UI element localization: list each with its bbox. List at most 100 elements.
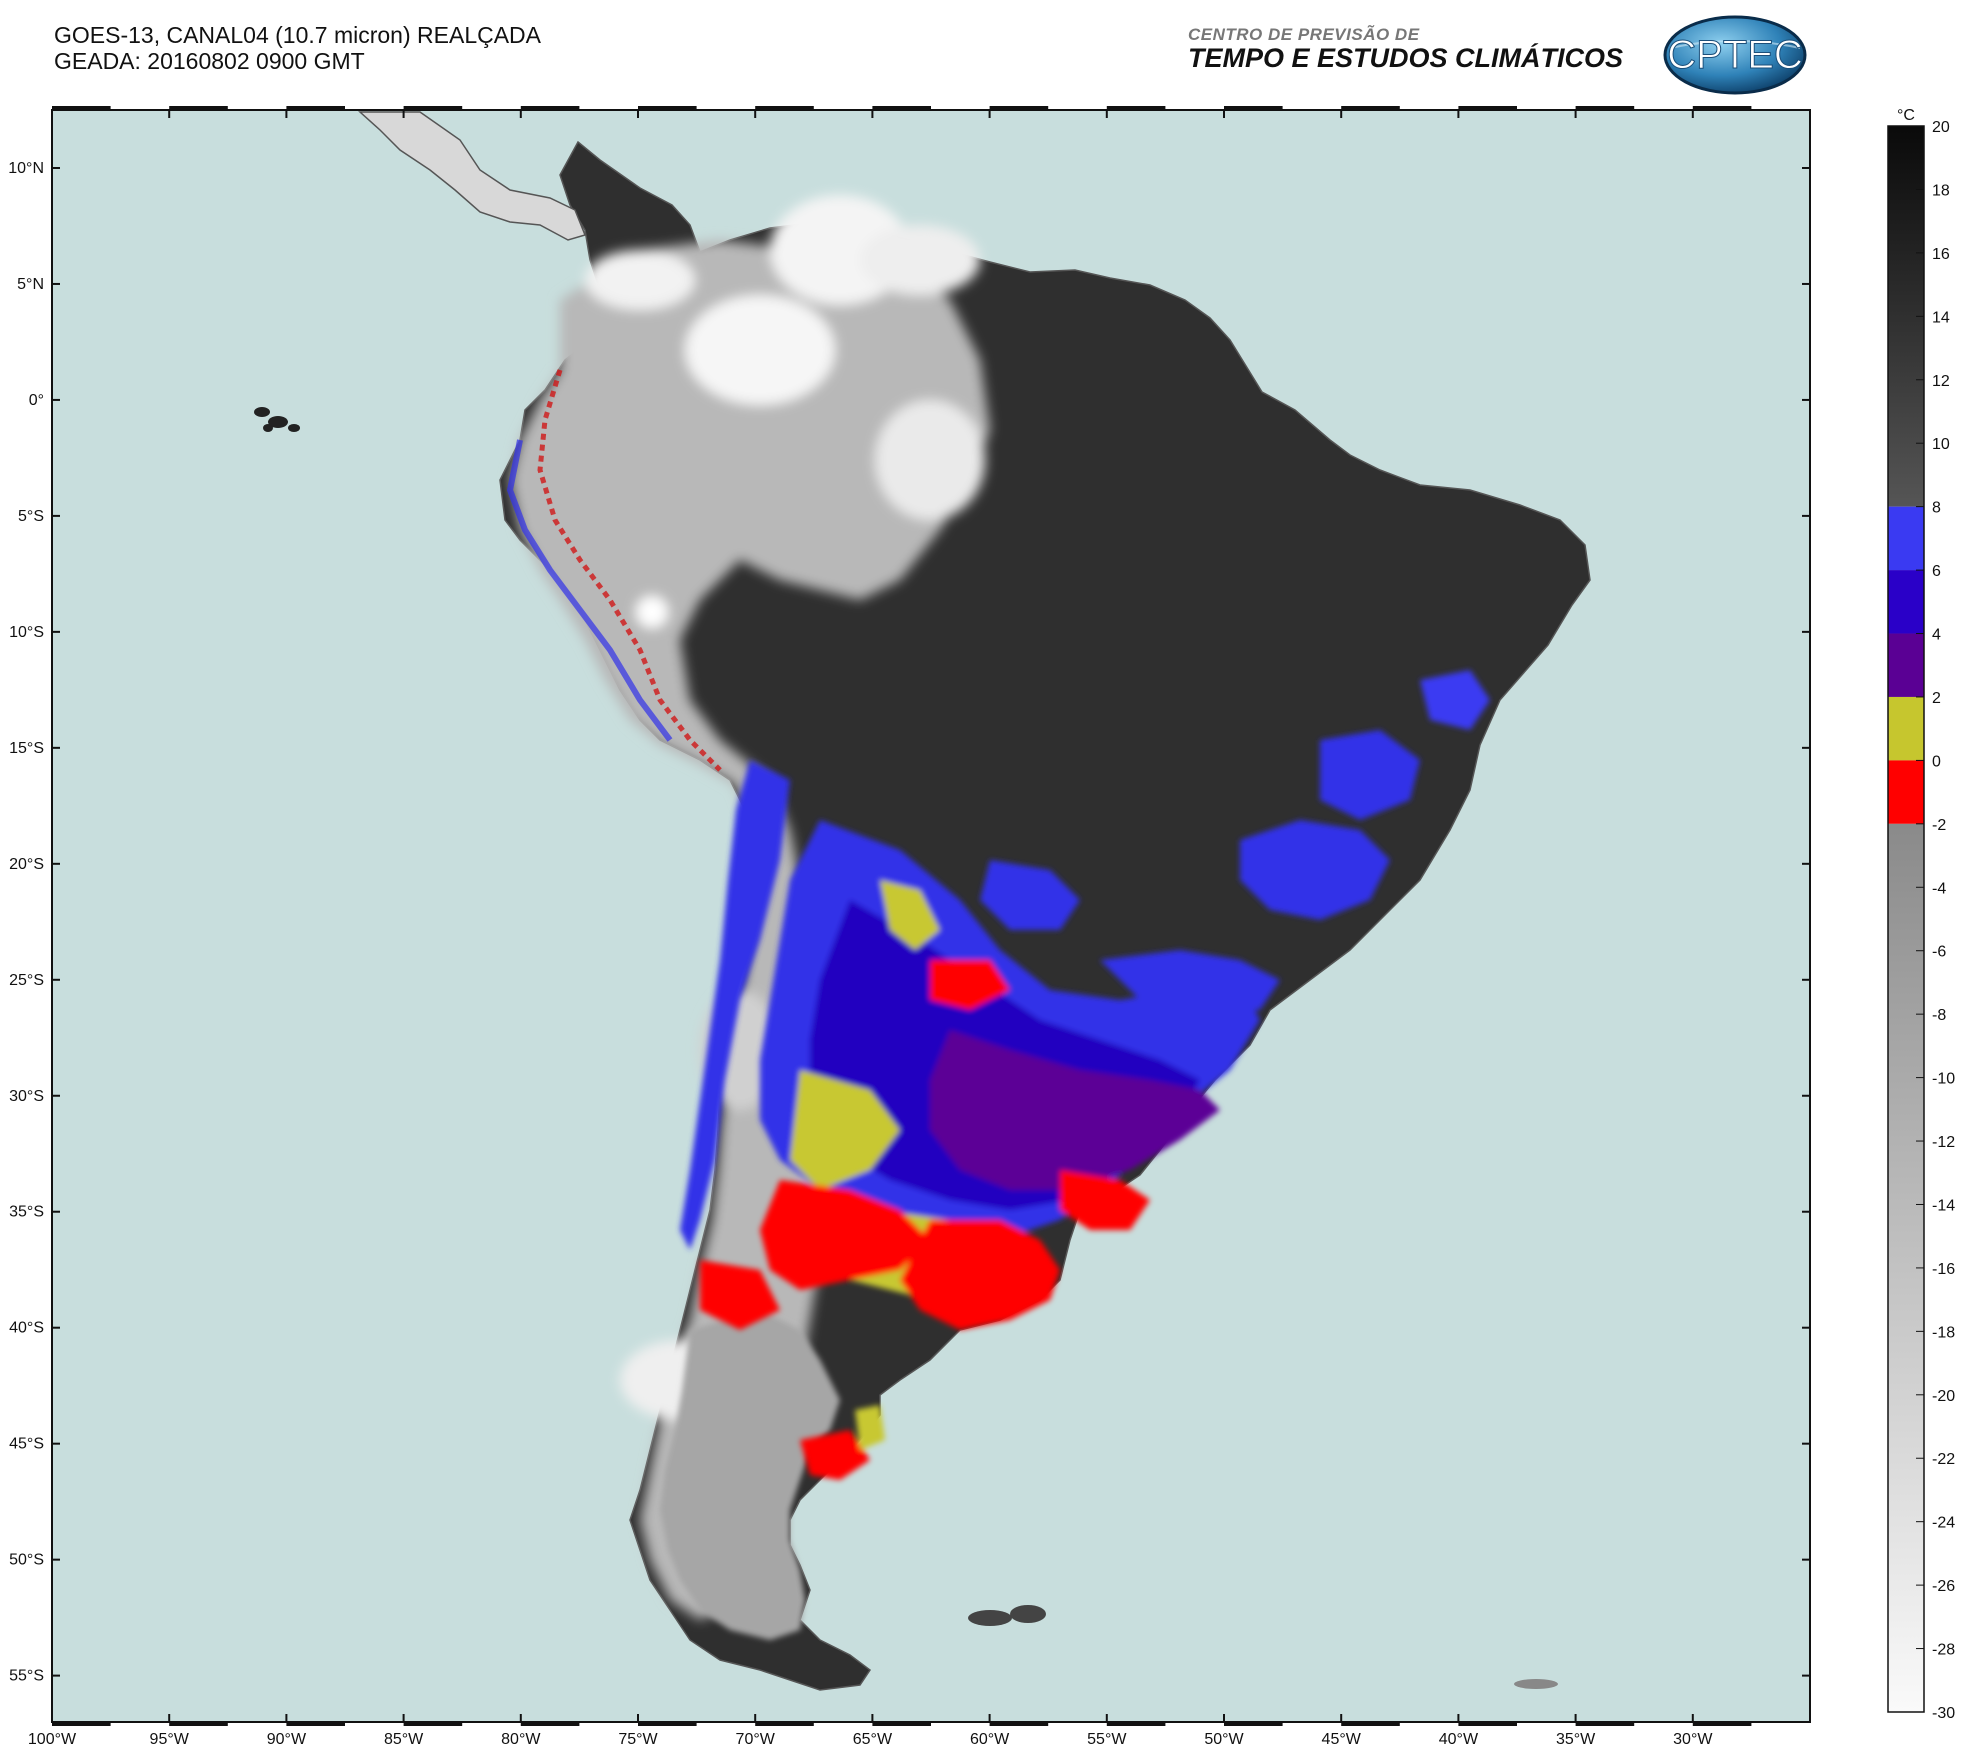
lon-tick-label: 100°W <box>28 1731 77 1744</box>
lat-tick-label: 50°S <box>9 1552 44 1569</box>
lon-tick-label: 90°W <box>267 1731 307 1744</box>
lat-tick-label: 25°S <box>9 972 44 989</box>
colorbar-tick-label: 14 <box>1932 309 1950 326</box>
frame-stripe <box>638 106 697 110</box>
colorbar-band <box>1888 570 1924 634</box>
colorbar-tick-label: -10 <box>1932 1071 1955 1088</box>
lon-tick-label: 30°W <box>1673 1731 1713 1744</box>
cptec-brand-text: CENTRO DE PREVISÃO DE TEMPO E ESTUDOS CL… <box>1188 25 1623 74</box>
lon-tick-label: 85°W <box>384 1731 424 1744</box>
frame-stripe <box>520 1722 580 1726</box>
south-georgia-island <box>1514 1679 1558 1689</box>
brand-subtitle: CENTRO DE PREVISÃO DE <box>1188 25 1420 44</box>
colorbar-tick-label: -18 <box>1932 1324 1955 1341</box>
central-america-land <box>358 111 587 241</box>
frame-stripe <box>638 1722 697 1726</box>
lat-tick-label: 10°S <box>9 624 44 641</box>
map-axis-labels: 10°N 5°N 0° 5°S 10°S 15°S 20°S 25°S 30°S 35°S 40°S… <box>8 160 1713 1744</box>
lat-tick-label: 0° <box>29 392 44 409</box>
colorbar-tick-label: 16 <box>1932 246 1950 263</box>
frame-stripe <box>1341 106 1400 110</box>
colorbar-border <box>1887 125 1925 1713</box>
colorbar-tick-label: -22 <box>1932 1451 1955 1468</box>
lon-tick-label: 35°W <box>1556 1731 1596 1744</box>
frame-stripe <box>989 1722 1049 1726</box>
galapagos-islands <box>254 407 300 432</box>
lon-tick-label: 50°W <box>1204 1731 1244 1744</box>
logo-lettering: CPTEC <box>1667 33 1803 77</box>
colorbar-tick-label: -8 <box>1932 1007 1946 1024</box>
frame-stripe <box>1692 106 1752 110</box>
lon-tick-label: 75°W <box>618 1731 658 1744</box>
temperature-colorbar: °C20181614121086420-2-4-6-8-10-12-14-16-… <box>1887 107 1955 1722</box>
frame-stripe <box>286 106 345 110</box>
frame-stripe <box>872 1722 931 1726</box>
frame-stripe <box>1575 1722 1635 1726</box>
frame-stripe <box>52 106 111 110</box>
frame-stripe <box>1106 1722 1166 1726</box>
frame-stripe <box>755 106 814 110</box>
lon-tick-label: 80°W <box>501 1731 541 1744</box>
frame-stripe <box>286 1722 345 1726</box>
lon-tick-label: 45°W <box>1322 1731 1362 1744</box>
frame-stripe <box>403 1722 463 1726</box>
colorbar-tick-label: 6 <box>1932 563 1941 580</box>
colorbar-band <box>1888 633 1924 697</box>
colorbar-tick-label: -2 <box>1932 817 1946 834</box>
lat-tick-label: 5°S <box>18 508 44 525</box>
product-title: GOES-13, CANAL04 (10.7 micron) REALÇADA … <box>54 22 541 74</box>
colorbar-band <box>1888 506 1924 571</box>
frame-stripe <box>989 106 1049 110</box>
frame-stripe <box>1692 1722 1752 1726</box>
colorbar-tick-label: 2 <box>1932 690 1941 707</box>
product-title-line1: GOES-13, CANAL04 (10.7 micron) REALÇADA <box>54 22 542 48</box>
frame-stripe <box>1224 106 1283 110</box>
land-layer <box>254 111 1591 1691</box>
colorbar-tick-label: 12 <box>1932 373 1950 390</box>
frame-stripe <box>1458 1722 1517 1726</box>
cptec-logo-icon: CPTEC <box>1663 15 1807 95</box>
andes-blue-fringe <box>506 439 673 742</box>
colorbar-tick-label: -12 <box>1932 1134 1955 1151</box>
patagonia-cold-land <box>660 1310 840 1640</box>
lat-tick-label: 20°S <box>9 856 44 873</box>
colorbar-tick-label: 8 <box>1932 500 1941 517</box>
product-title-line2: GEADA: 20160802 0900 GMT <box>54 48 365 74</box>
lat-tick-label: 55°S <box>9 1668 44 1685</box>
lat-tick-label: 35°S <box>9 1204 44 1221</box>
lat-tick-label: 40°S <box>9 1320 44 1337</box>
colorbar-tick-label: -14 <box>1932 1197 1955 1214</box>
frame-stripe <box>1575 106 1635 110</box>
colorbar-tick-label: -20 <box>1932 1388 1955 1405</box>
map-axis-ticks <box>51 106 1810 1726</box>
colorbar-tick-label: 10 <box>1932 436 1950 453</box>
lat-tick-label: 5°N <box>17 276 44 293</box>
colorbar-tick-label: 18 <box>1932 182 1950 199</box>
frame-stripe <box>872 106 931 110</box>
frame-stripe <box>755 1722 814 1726</box>
lon-tick-label: 95°W <box>150 1731 190 1744</box>
lat-tick-label: 45°S <box>9 1436 44 1453</box>
lon-tick-label: 40°W <box>1439 1731 1479 1744</box>
frost-enhancement-layer <box>680 670 1490 1480</box>
colorbar-tick-label: 20 <box>1932 119 1950 136</box>
colorbar-tick-label: -6 <box>1932 944 1946 961</box>
frame-stripe <box>1224 1722 1283 1726</box>
colorbar-tick-label: 4 <box>1932 627 1941 644</box>
frame-stripe <box>169 1722 228 1726</box>
lon-tick-label: 60°W <box>970 1731 1010 1744</box>
lat-tick-label: 10°N <box>8 160 44 177</box>
colorbar-unit: °C <box>1897 107 1915 124</box>
colorbar-tick-label: -16 <box>1932 1261 1955 1278</box>
frame-stripe <box>1458 106 1517 110</box>
frame-stripe <box>1106 106 1166 110</box>
andes-cold-fringe <box>537 369 722 772</box>
frame-stripe <box>520 106 580 110</box>
colorbar-tick-label: -4 <box>1932 880 1946 897</box>
frame-stripe <box>1341 1722 1400 1726</box>
frame-stripe <box>169 106 228 110</box>
colorbar-band <box>1888 696 1924 761</box>
lat-tick-label: 15°S <box>9 740 44 757</box>
colorbar-tick-label: 0 <box>1932 753 1941 770</box>
frame-stripe <box>403 106 463 110</box>
